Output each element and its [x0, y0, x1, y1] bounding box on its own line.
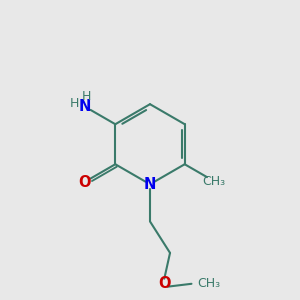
Text: N: N	[79, 99, 91, 114]
Text: O: O	[158, 276, 171, 291]
Text: CH₃: CH₃	[197, 277, 220, 290]
Text: CH₃: CH₃	[202, 175, 226, 188]
Text: H: H	[70, 98, 79, 110]
Text: O: O	[78, 175, 91, 190]
Text: H: H	[82, 90, 91, 103]
Text: N: N	[144, 177, 156, 192]
